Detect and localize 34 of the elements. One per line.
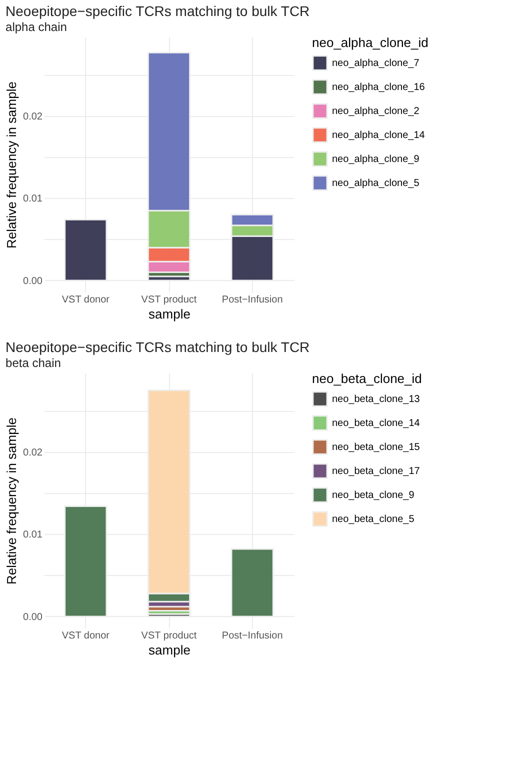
legend-title: neo_alpha_clone_id: [312, 35, 428, 50]
x-tick-label: Post−Infusion: [222, 294, 283, 306]
legend-label: neo_beta_clone_17: [332, 466, 420, 477]
x-tick-label: VST donor: [62, 630, 110, 642]
x-axis-title: sample: [148, 642, 190, 658]
x-tick-label: VST product: [141, 630, 197, 642]
chart-subtitle: beta chain: [6, 356, 61, 370]
legend-label: neo_beta_clone_5: [332, 514, 415, 525]
x-tick-label: VST donor: [62, 294, 110, 306]
y-tick-label: 0.01: [23, 194, 43, 205]
chart-subtitle: alpha chain: [6, 20, 67, 34]
legend-label: neo_beta_clone_15: [332, 442, 420, 453]
legend-label: neo_alpha_clone_7: [332, 58, 420, 69]
y-axis-title: Relative frequency in sample: [4, 418, 20, 584]
chart-title: Neoepitope−specific TCRs matching to bulk TCR: [6, 3, 310, 19]
legend-title: neo_beta_clone_id: [312, 371, 422, 386]
x-axis-title: sample: [148, 306, 190, 322]
y-tick-label: 0.00: [23, 276, 43, 287]
y-tick-label: 0.00: [23, 612, 43, 623]
legend-label: neo_alpha_clone_2: [332, 106, 420, 117]
x-tick-label: VST product: [141, 294, 197, 306]
y-axis-title: Relative frequency in sample: [4, 82, 20, 248]
legend-label: neo_alpha_clone_14: [332, 130, 426, 141]
legend-label: neo_beta_clone_9: [332, 490, 415, 501]
chart-title: Neoepitope−specific TCRs matching to bulk TCR: [6, 339, 310, 355]
legend-label: neo_alpha_clone_5: [332, 178, 420, 189]
y-tick-label: 0.01: [23, 530, 43, 541]
x-tick-label: Post−Infusion: [222, 630, 283, 642]
legend-label: neo_beta_clone_13: [332, 394, 420, 405]
legend-label: neo_alpha_clone_9: [332, 154, 420, 165]
y-tick-label: 0.02: [23, 447, 43, 458]
legend-label: neo_beta_clone_14: [332, 418, 420, 429]
legend-label: neo_alpha_clone_16: [332, 82, 426, 93]
y-tick-label: 0.02: [23, 111, 43, 122]
